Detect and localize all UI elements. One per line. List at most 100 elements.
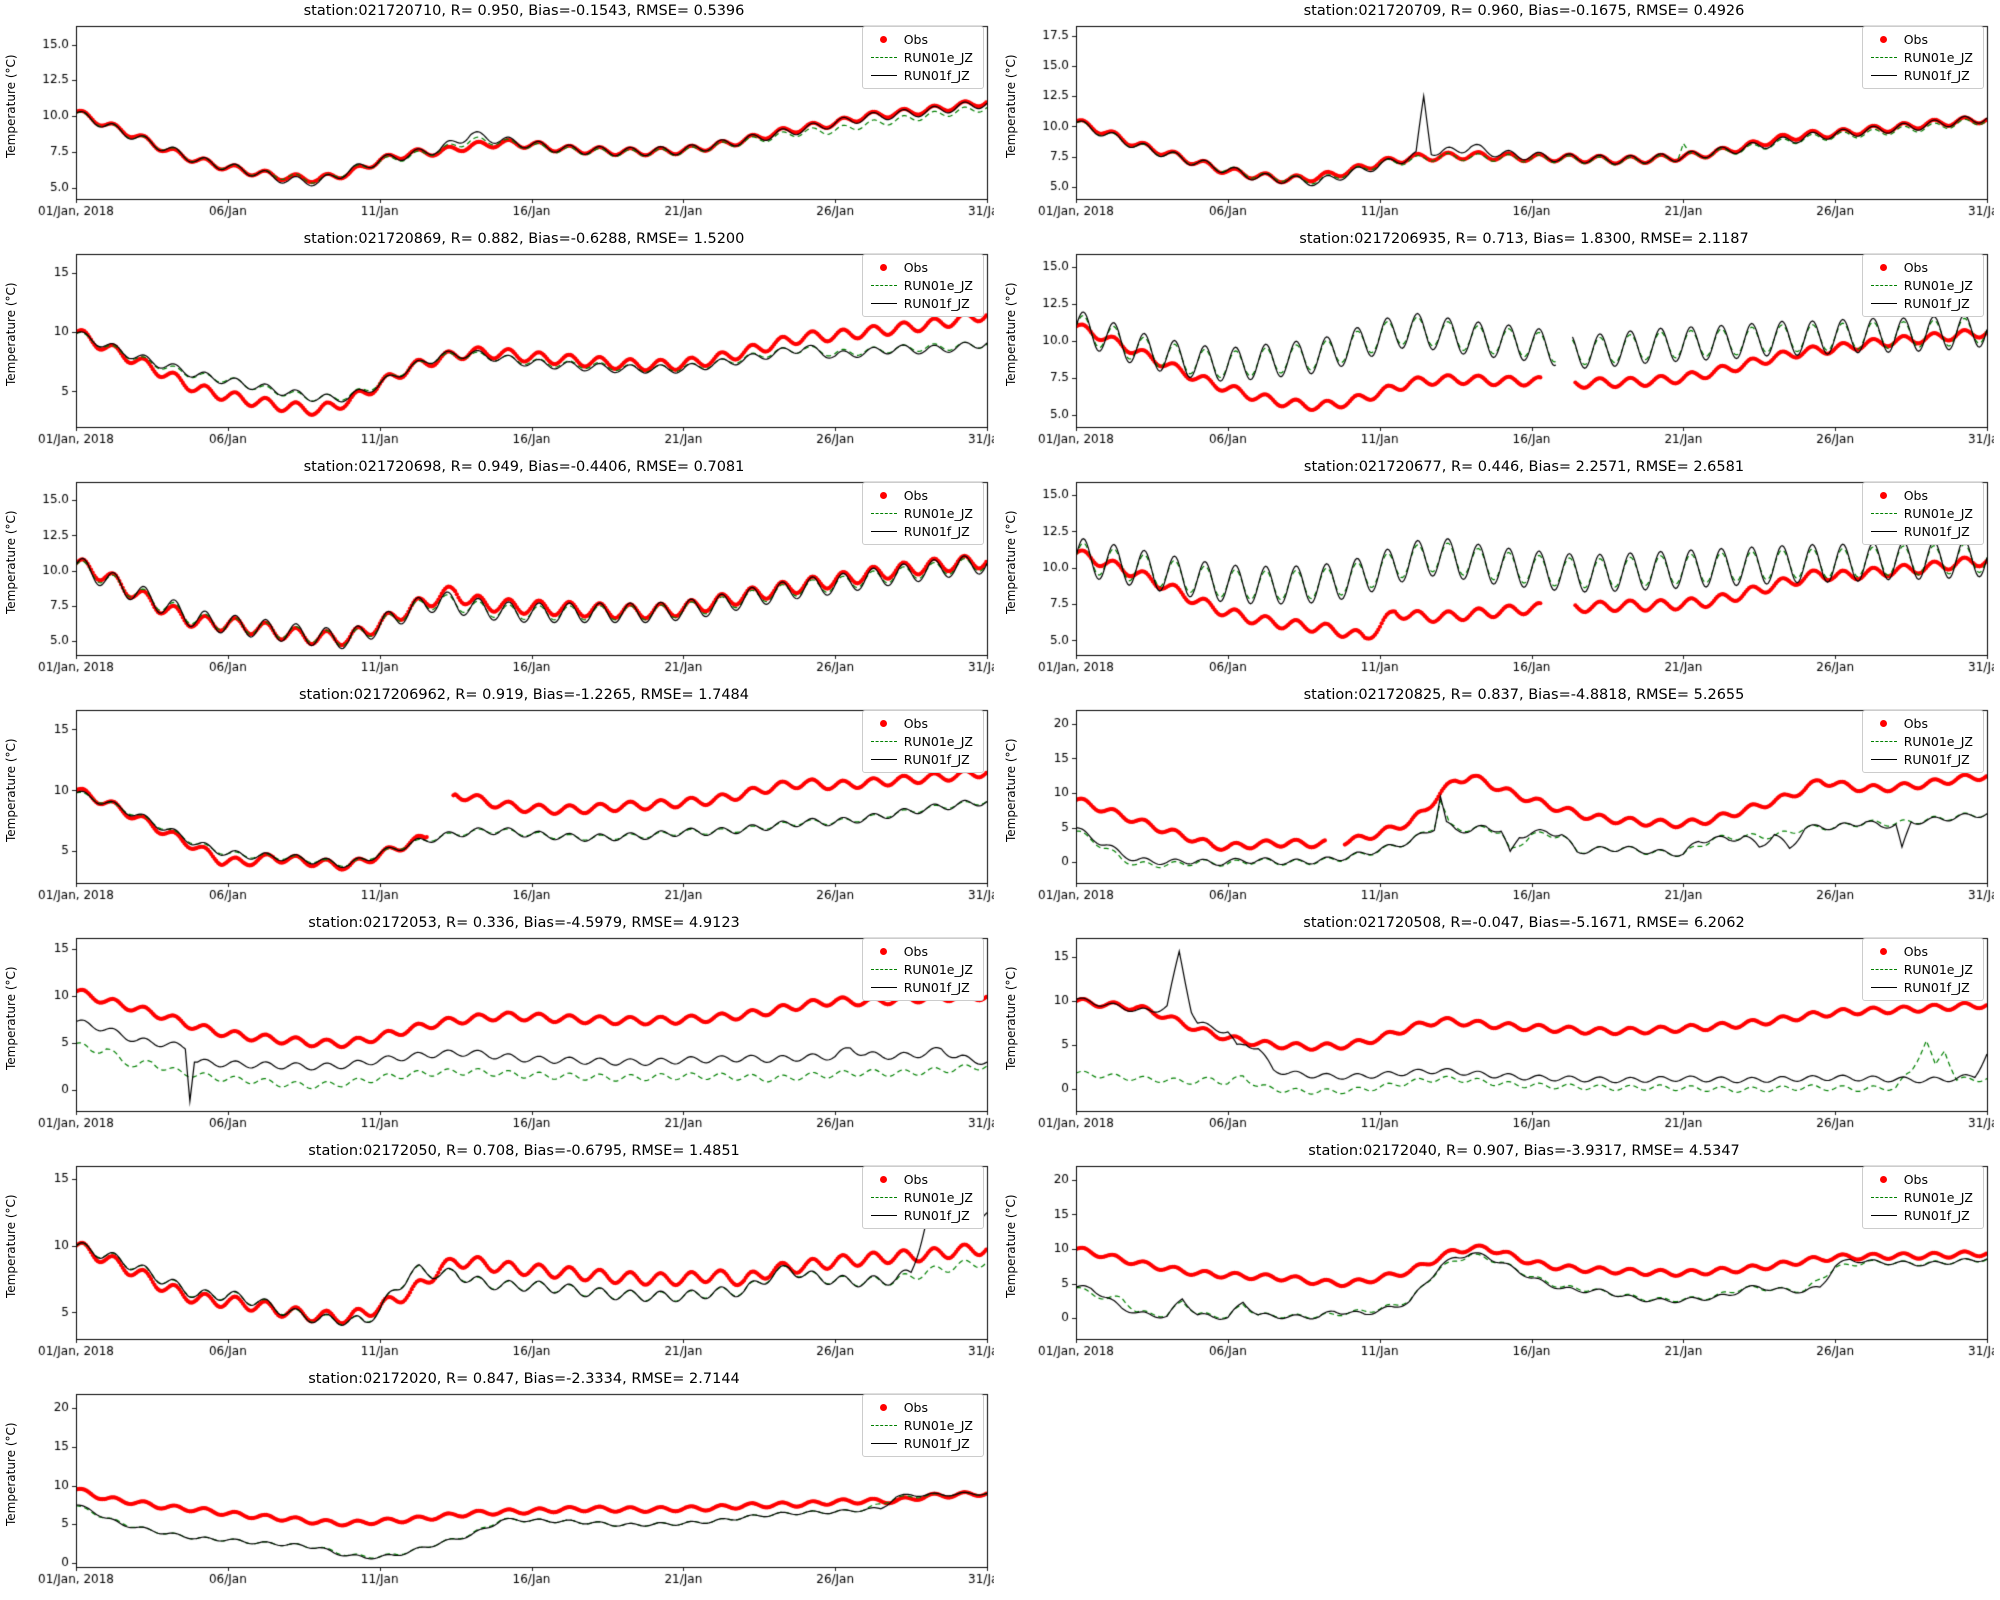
dashed-line-icon	[870, 735, 897, 749]
chart-canvas	[26, 1161, 994, 1365]
chart-canvas	[26, 21, 994, 225]
legend-entry: Obs	[871, 32, 973, 47]
chart-title: station:021720825, R= 0.837, Bias=-4.881…	[1303, 687, 1745, 703]
legend-label: Obs	[903, 488, 929, 503]
chart-canvas	[1026, 1161, 1994, 1365]
solid-line-icon	[870, 1437, 897, 1451]
legend-entry: RUN01e_JZ	[870, 50, 973, 65]
legend: Obs RUN01e_JZ RUN01f_JZ	[861, 482, 984, 545]
legend: Obs RUN01e_JZ RUN01f_JZ	[1861, 710, 1984, 773]
legend-entry: RUN01e_JZ	[870, 734, 973, 749]
legend-label: Obs	[903, 944, 929, 959]
chart-canvas	[1026, 477, 1994, 681]
legend-entry: RUN01e_JZ	[1870, 506, 1973, 521]
legend-label: RUN01f_JZ	[903, 1208, 970, 1223]
legend-entry: RUN01e_JZ	[1870, 734, 1973, 749]
solid-line-icon	[1870, 69, 1897, 83]
legend-entry: Obs	[1871, 1172, 1973, 1187]
legend-label: RUN01f_JZ	[1903, 68, 1970, 83]
legend-entry: RUN01f_JZ	[1870, 980, 1973, 995]
chart-title: station:02172020, R= 0.847, Bias=-2.3334…	[308, 1371, 740, 1387]
legend-label: Obs	[903, 1172, 929, 1187]
y-axis-label: Temperature (°C)	[1004, 966, 1018, 1070]
chart-panel: station:021720710, R= 0.950, Bias=-0.154…	[0, 0, 1000, 228]
solid-line-icon	[870, 297, 897, 311]
legend-label: Obs	[903, 32, 929, 47]
legend: Obs RUN01e_JZ RUN01f_JZ	[861, 938, 984, 1001]
legend-entry: RUN01e_JZ	[1870, 962, 1973, 977]
dashed-line-icon	[870, 963, 897, 977]
obs-dot-icon	[871, 1401, 897, 1415]
obs-dot-icon	[871, 1173, 897, 1187]
legend-entry: RUN01f_JZ	[1870, 524, 1973, 539]
y-axis-label: Temperature (°C)	[1004, 1194, 1018, 1298]
chart-title: station:021720508, R=-0.047, Bias=-5.167…	[1303, 915, 1745, 931]
legend-entry: RUN01f_JZ	[870, 752, 973, 767]
legend-entry: RUN01e_JZ	[1870, 50, 1973, 65]
legend-entry: RUN01f_JZ	[1870, 752, 1973, 767]
solid-line-icon	[1870, 1209, 1897, 1223]
legend: Obs RUN01e_JZ RUN01f_JZ	[1861, 938, 1984, 1001]
chart-canvas	[26, 249, 994, 453]
obs-dot-icon	[871, 33, 897, 47]
dashed-line-icon	[1870, 735, 1897, 749]
y-axis-label: Temperature (°C)	[1004, 282, 1018, 386]
chart-panel: station:021720825, R= 0.837, Bias=-4.881…	[1000, 684, 2000, 912]
obs-dot-icon	[1871, 945, 1897, 959]
chart-panel: station:02172020, R= 0.847, Bias=-2.3334…	[0, 1368, 1000, 1596]
legend-label: RUN01e_JZ	[903, 278, 973, 293]
obs-dot-icon	[871, 717, 897, 731]
chart-title: station:02172053, R= 0.336, Bias=-4.5979…	[308, 915, 740, 931]
legend-entry: Obs	[871, 260, 973, 275]
legend-label: RUN01e_JZ	[903, 1190, 973, 1205]
legend-label: Obs	[1903, 1172, 1929, 1187]
legend: Obs RUN01e_JZ RUN01f_JZ	[861, 26, 984, 89]
legend-entry: Obs	[871, 944, 973, 959]
legend-label: Obs	[903, 260, 929, 275]
chart-canvas	[1026, 249, 1994, 453]
chart-panel: station:0217206935, R= 0.713, Bias= 1.83…	[1000, 228, 2000, 456]
legend-entry: RUN01e_JZ	[870, 1190, 973, 1205]
chart-title: station:0217206935, R= 0.713, Bias= 1.83…	[1299, 231, 1749, 247]
y-axis-label: Temperature (°C)	[4, 966, 18, 1070]
chart-canvas	[26, 933, 994, 1137]
legend: Obs RUN01e_JZ RUN01f_JZ	[1861, 482, 1984, 545]
solid-line-icon	[1870, 297, 1897, 311]
dashed-line-icon	[1870, 279, 1897, 293]
chart-canvas	[1026, 933, 1994, 1137]
legend-label: Obs	[1903, 32, 1929, 47]
y-axis-label: Temperature (°C)	[4, 1194, 18, 1298]
legend-label: RUN01e_JZ	[1903, 962, 1973, 977]
legend-entry: Obs	[871, 488, 973, 503]
obs-dot-icon	[871, 489, 897, 503]
chart-panel: station:02172050, R= 0.708, Bias=-0.6795…	[0, 1140, 1000, 1368]
legend-label: RUN01e_JZ	[1903, 1190, 1973, 1205]
solid-line-icon	[870, 753, 897, 767]
y-axis-label: Temperature (°C)	[4, 54, 18, 158]
legend-label: RUN01f_JZ	[1903, 980, 1970, 995]
chart-title: station:021720710, R= 0.950, Bias=-0.154…	[303, 3, 745, 19]
legend-entry: RUN01f_JZ	[870, 296, 973, 311]
legend-entry: RUN01f_JZ	[1870, 296, 1973, 311]
legend-entry: Obs	[1871, 944, 1973, 959]
chart-title: station:021720698, R= 0.949, Bias=-0.440…	[303, 459, 745, 475]
legend-label: Obs	[903, 1400, 929, 1415]
legend-entry: RUN01f_JZ	[870, 68, 973, 83]
dashed-line-icon	[1870, 507, 1897, 521]
legend-label: Obs	[1903, 260, 1929, 275]
legend-entry: Obs	[1871, 32, 1973, 47]
y-axis-label: Temperature (°C)	[4, 282, 18, 386]
solid-line-icon	[870, 1209, 897, 1223]
dashed-line-icon	[1870, 963, 1897, 977]
obs-dot-icon	[1871, 717, 1897, 731]
legend-label: RUN01e_JZ	[903, 734, 973, 749]
legend-entry: RUN01e_JZ	[870, 278, 973, 293]
legend-label: Obs	[1903, 944, 1929, 959]
obs-dot-icon	[871, 261, 897, 275]
y-axis-label: Temperature (°C)	[1004, 738, 1018, 842]
obs-dot-icon	[1871, 33, 1897, 47]
chart-title: station:0217206962, R= 0.919, Bias=-1.22…	[298, 687, 750, 703]
y-axis-label: Temperature (°C)	[4, 510, 18, 614]
legend: Obs RUN01e_JZ RUN01f_JZ	[861, 1394, 984, 1457]
